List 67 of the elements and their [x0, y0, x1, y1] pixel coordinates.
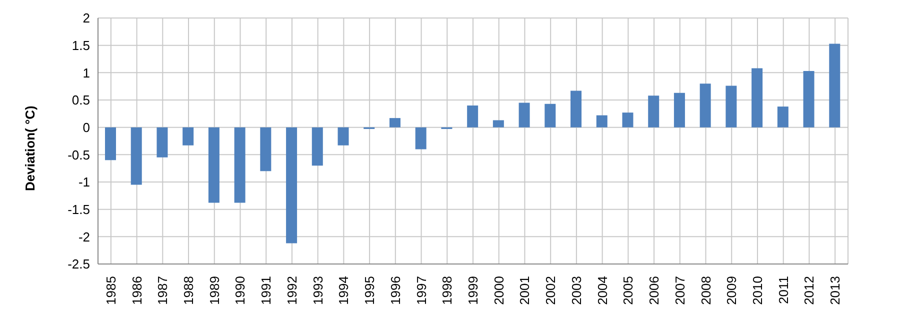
x-tick-label: 1992 — [284, 276, 300, 305]
bar — [803, 71, 814, 128]
x-tick-label: 1988 — [181, 276, 196, 305]
bar — [570, 90, 582, 128]
x-tick-label: 2013 — [828, 276, 843, 305]
bar — [182, 127, 194, 146]
x-tick-label: 1997 — [414, 276, 429, 305]
x-tick-label: 2004 — [594, 276, 610, 305]
x-tick-label: 1985 — [103, 276, 118, 305]
x-tick-label: 1999 — [466, 276, 480, 305]
bar — [389, 118, 400, 128]
x-tick-label: 2001 — [517, 276, 532, 305]
bar — [260, 127, 272, 172]
bar — [622, 112, 634, 128]
y-axis-title: Deviation( °C) — [22, 106, 38, 191]
bar — [829, 44, 840, 128]
x-tick-label: 1995 — [362, 276, 378, 305]
x-tick-label: 2008 — [698, 276, 714, 305]
bar — [648, 96, 660, 128]
x-tick-label: 1991 — [258, 276, 274, 305]
y-tick-label: 1.5 — [72, 38, 90, 53]
bar — [700, 84, 711, 128]
bar — [286, 127, 298, 244]
bar — [544, 104, 556, 128]
bar — [105, 127, 116, 160]
bar — [234, 127, 246, 203]
x-tick-label: 2002 — [543, 276, 558, 305]
x-tick-label: 1990 — [232, 276, 248, 305]
y-tick-label: -2.5 — [68, 256, 90, 272]
x-tick-label: 1989 — [206, 276, 222, 305]
x-tick-label: 1996 — [388, 276, 403, 305]
bar — [752, 68, 763, 128]
y-tick-label: 0.5 — [72, 92, 90, 108]
y-tick-label: 0 — [82, 120, 90, 135]
bar — [312, 127, 323, 166]
x-tick-label: 2012 — [802, 276, 817, 305]
bar — [674, 92, 685, 128]
y-tick-label: 1 — [82, 65, 90, 80]
bar — [208, 127, 220, 203]
bar — [492, 120, 504, 128]
bar — [467, 105, 478, 128]
bar — [156, 127, 168, 158]
y-tick-label: -0.5 — [68, 147, 90, 162]
x-tick-label: 2005 — [620, 276, 636, 305]
bar — [415, 127, 426, 150]
bar — [777, 106, 788, 128]
y-tick-label: -2 — [78, 229, 90, 244]
x-tick-label: 2009 — [724, 276, 740, 305]
bar — [726, 86, 737, 128]
x-tick-label: 1993 — [310, 276, 326, 305]
x-tick-label: 1987 — [155, 276, 170, 305]
x-tick-label: 2007 — [672, 276, 688, 305]
x-tick-label: 2006 — [646, 276, 662, 305]
y-tick-label: 2 — [82, 10, 90, 26]
y-tick-label: -1.5 — [68, 202, 90, 217]
x-tick-label: 2011 — [776, 276, 791, 304]
bar — [596, 115, 608, 128]
x-tick-label: 1998 — [440, 276, 455, 305]
bar — [518, 102, 530, 128]
bar — [130, 127, 142, 185]
x-tick-label: 1994 — [336, 276, 352, 305]
x-tick-label: 2000 — [491, 276, 506, 305]
x-tick-label: 2010 — [750, 276, 765, 305]
x-tick-label: 2003 — [568, 276, 584, 305]
y-tick-label: -1 — [78, 174, 90, 190]
x-tick-label: 1986 — [129, 276, 144, 305]
bar — [338, 127, 349, 146]
